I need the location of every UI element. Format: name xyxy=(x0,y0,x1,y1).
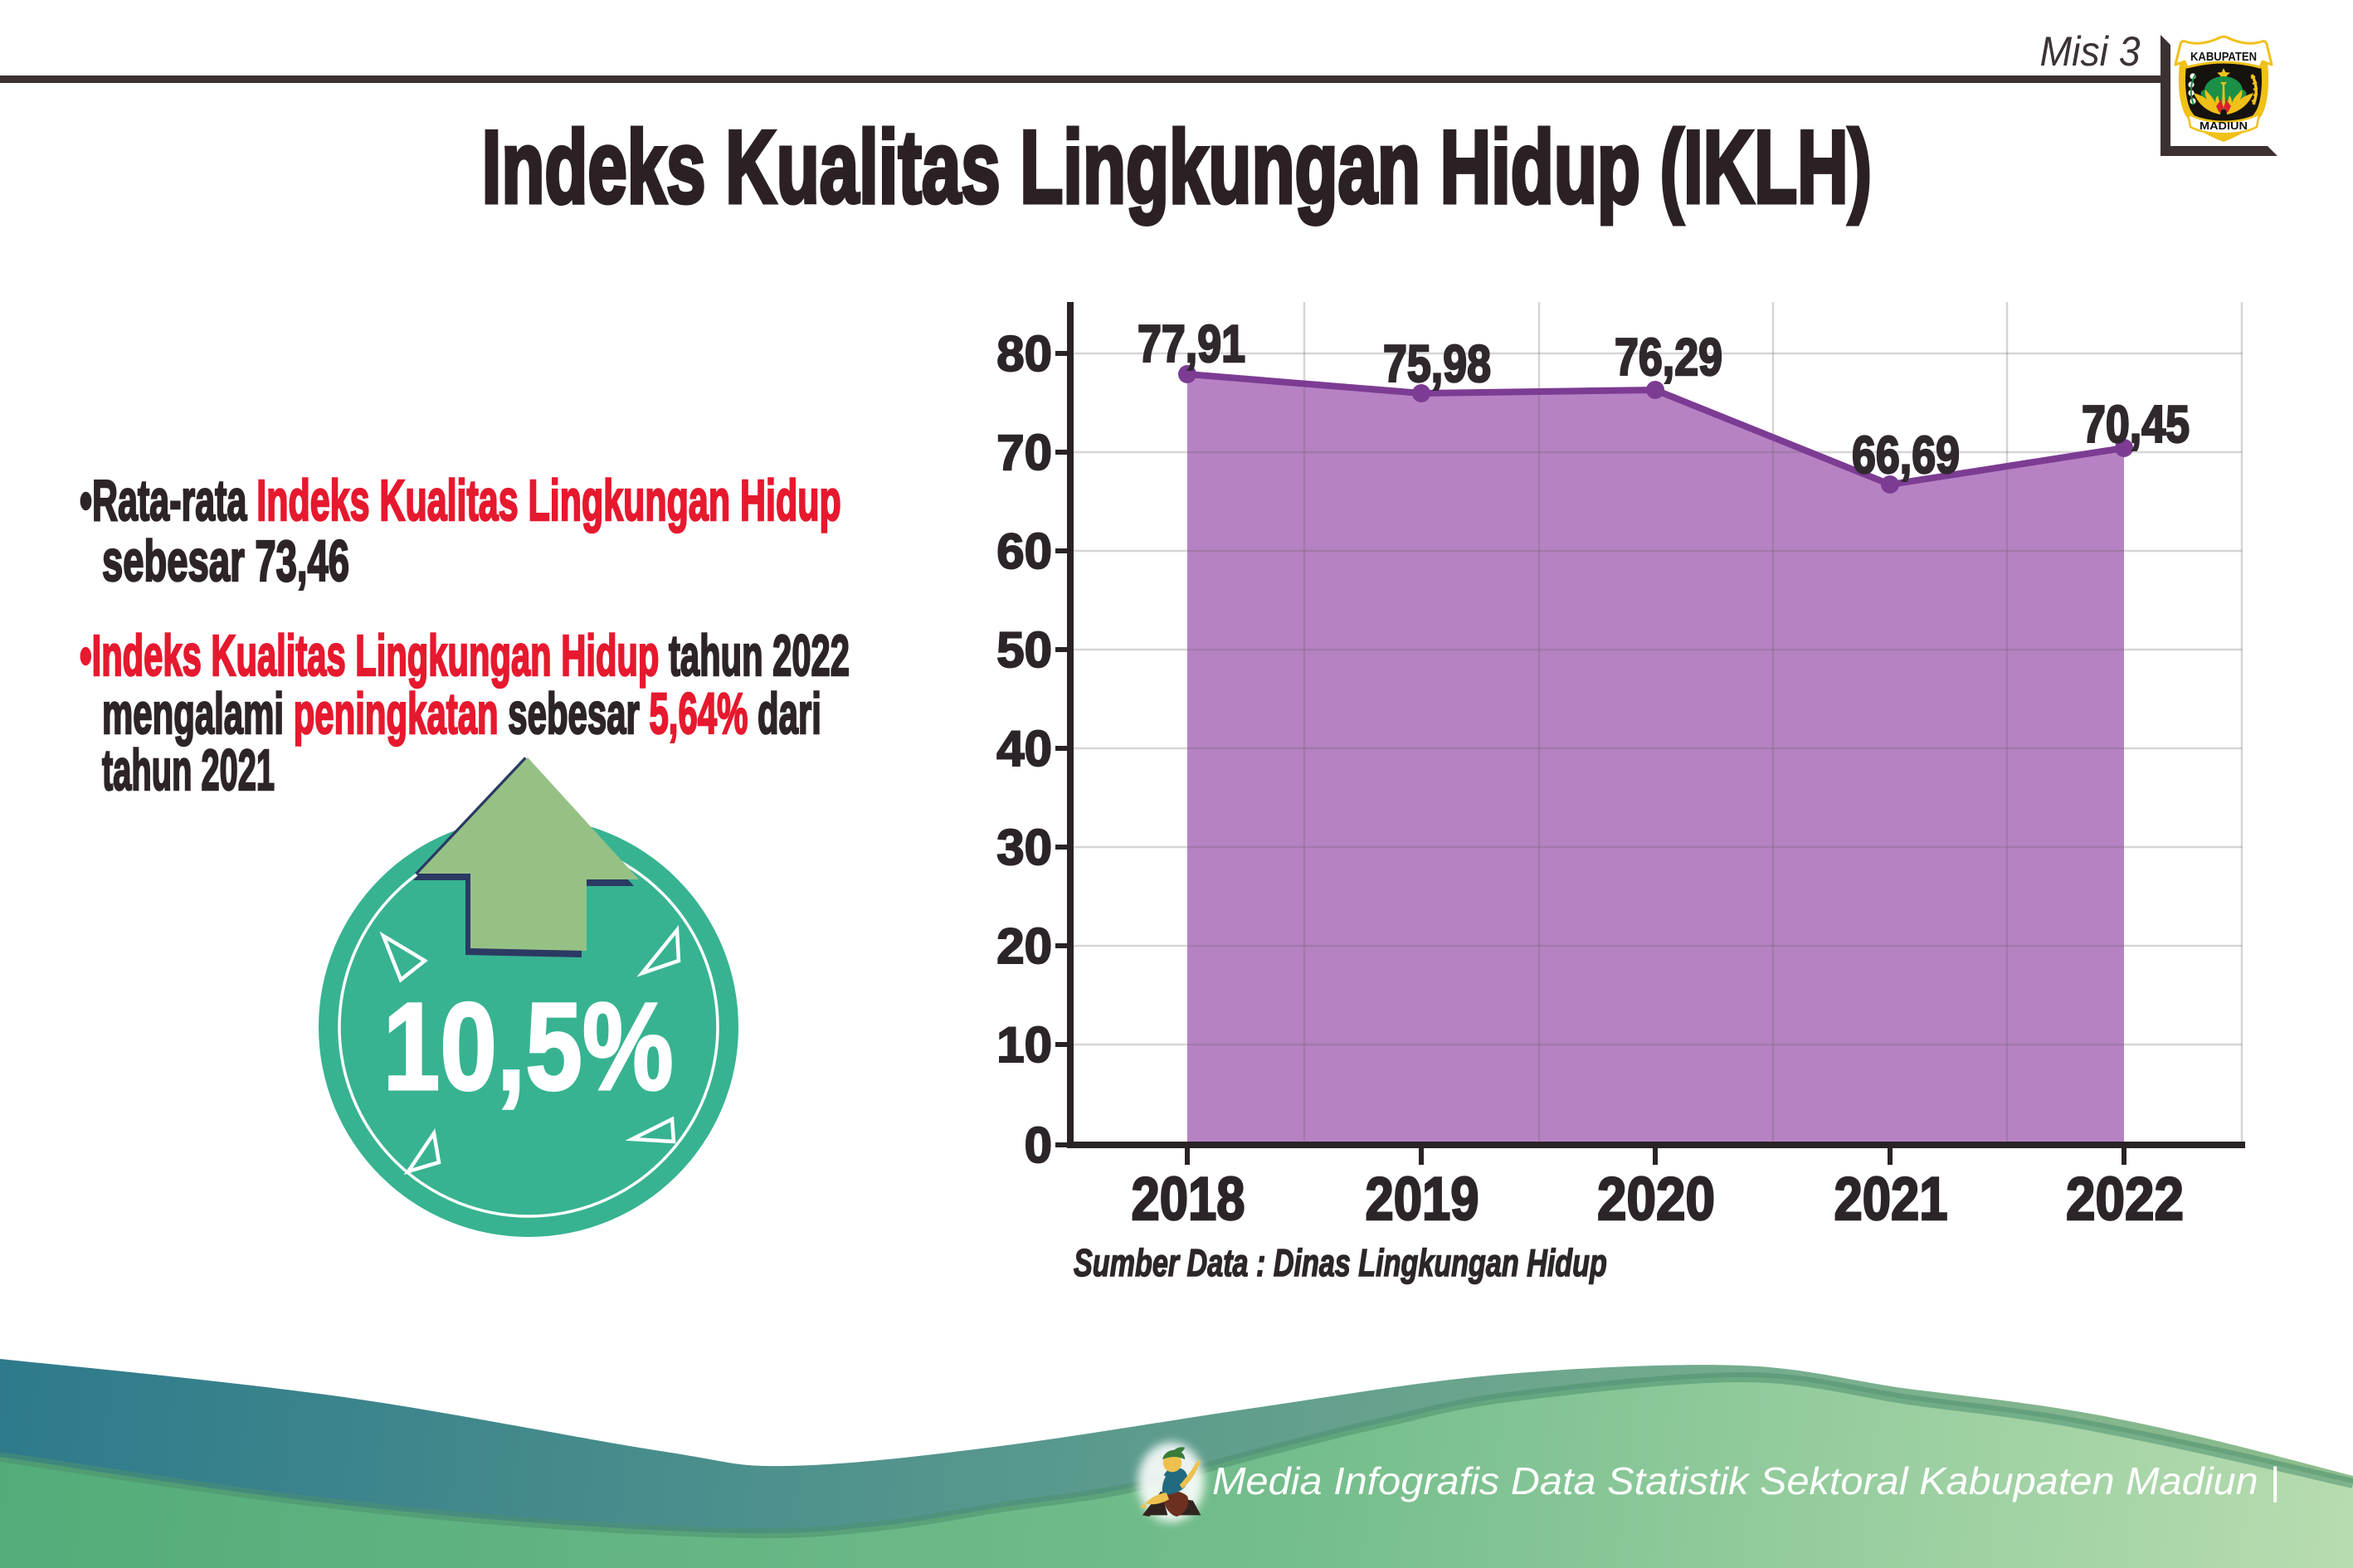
svg-text:20: 20 xyxy=(996,918,1052,974)
svg-text:30: 30 xyxy=(996,820,1052,875)
svg-text:KABUPATEN: KABUPATEN xyxy=(2190,51,2257,64)
svg-text:75,98: 75,98 xyxy=(1383,335,1491,393)
svg-text:76,29: 76,29 xyxy=(1615,329,1722,387)
svg-text:70: 70 xyxy=(996,425,1052,480)
svg-text:2020: 2020 xyxy=(1597,1166,1715,1233)
svg-text:10: 10 xyxy=(996,1017,1052,1073)
svg-text:MADIUN: MADIUN xyxy=(2200,120,2248,132)
svg-text:50: 50 xyxy=(996,622,1052,678)
svg-text:77,91: 77,91 xyxy=(1138,315,1245,373)
svg-text:2018: 2018 xyxy=(1132,1166,1245,1233)
svg-text:0: 0 xyxy=(1025,1118,1052,1173)
svg-text:80: 80 xyxy=(996,326,1052,382)
svg-text:70,45: 70,45 xyxy=(2082,396,2190,454)
svg-text:40: 40 xyxy=(996,721,1052,777)
svg-text:2022: 2022 xyxy=(2066,1166,2184,1233)
svg-text:60: 60 xyxy=(996,523,1052,579)
svg-text:2019: 2019 xyxy=(1366,1166,1479,1233)
svg-text:66,69: 66,69 xyxy=(1852,426,1960,485)
svg-text:2021: 2021 xyxy=(1834,1166,1948,1233)
